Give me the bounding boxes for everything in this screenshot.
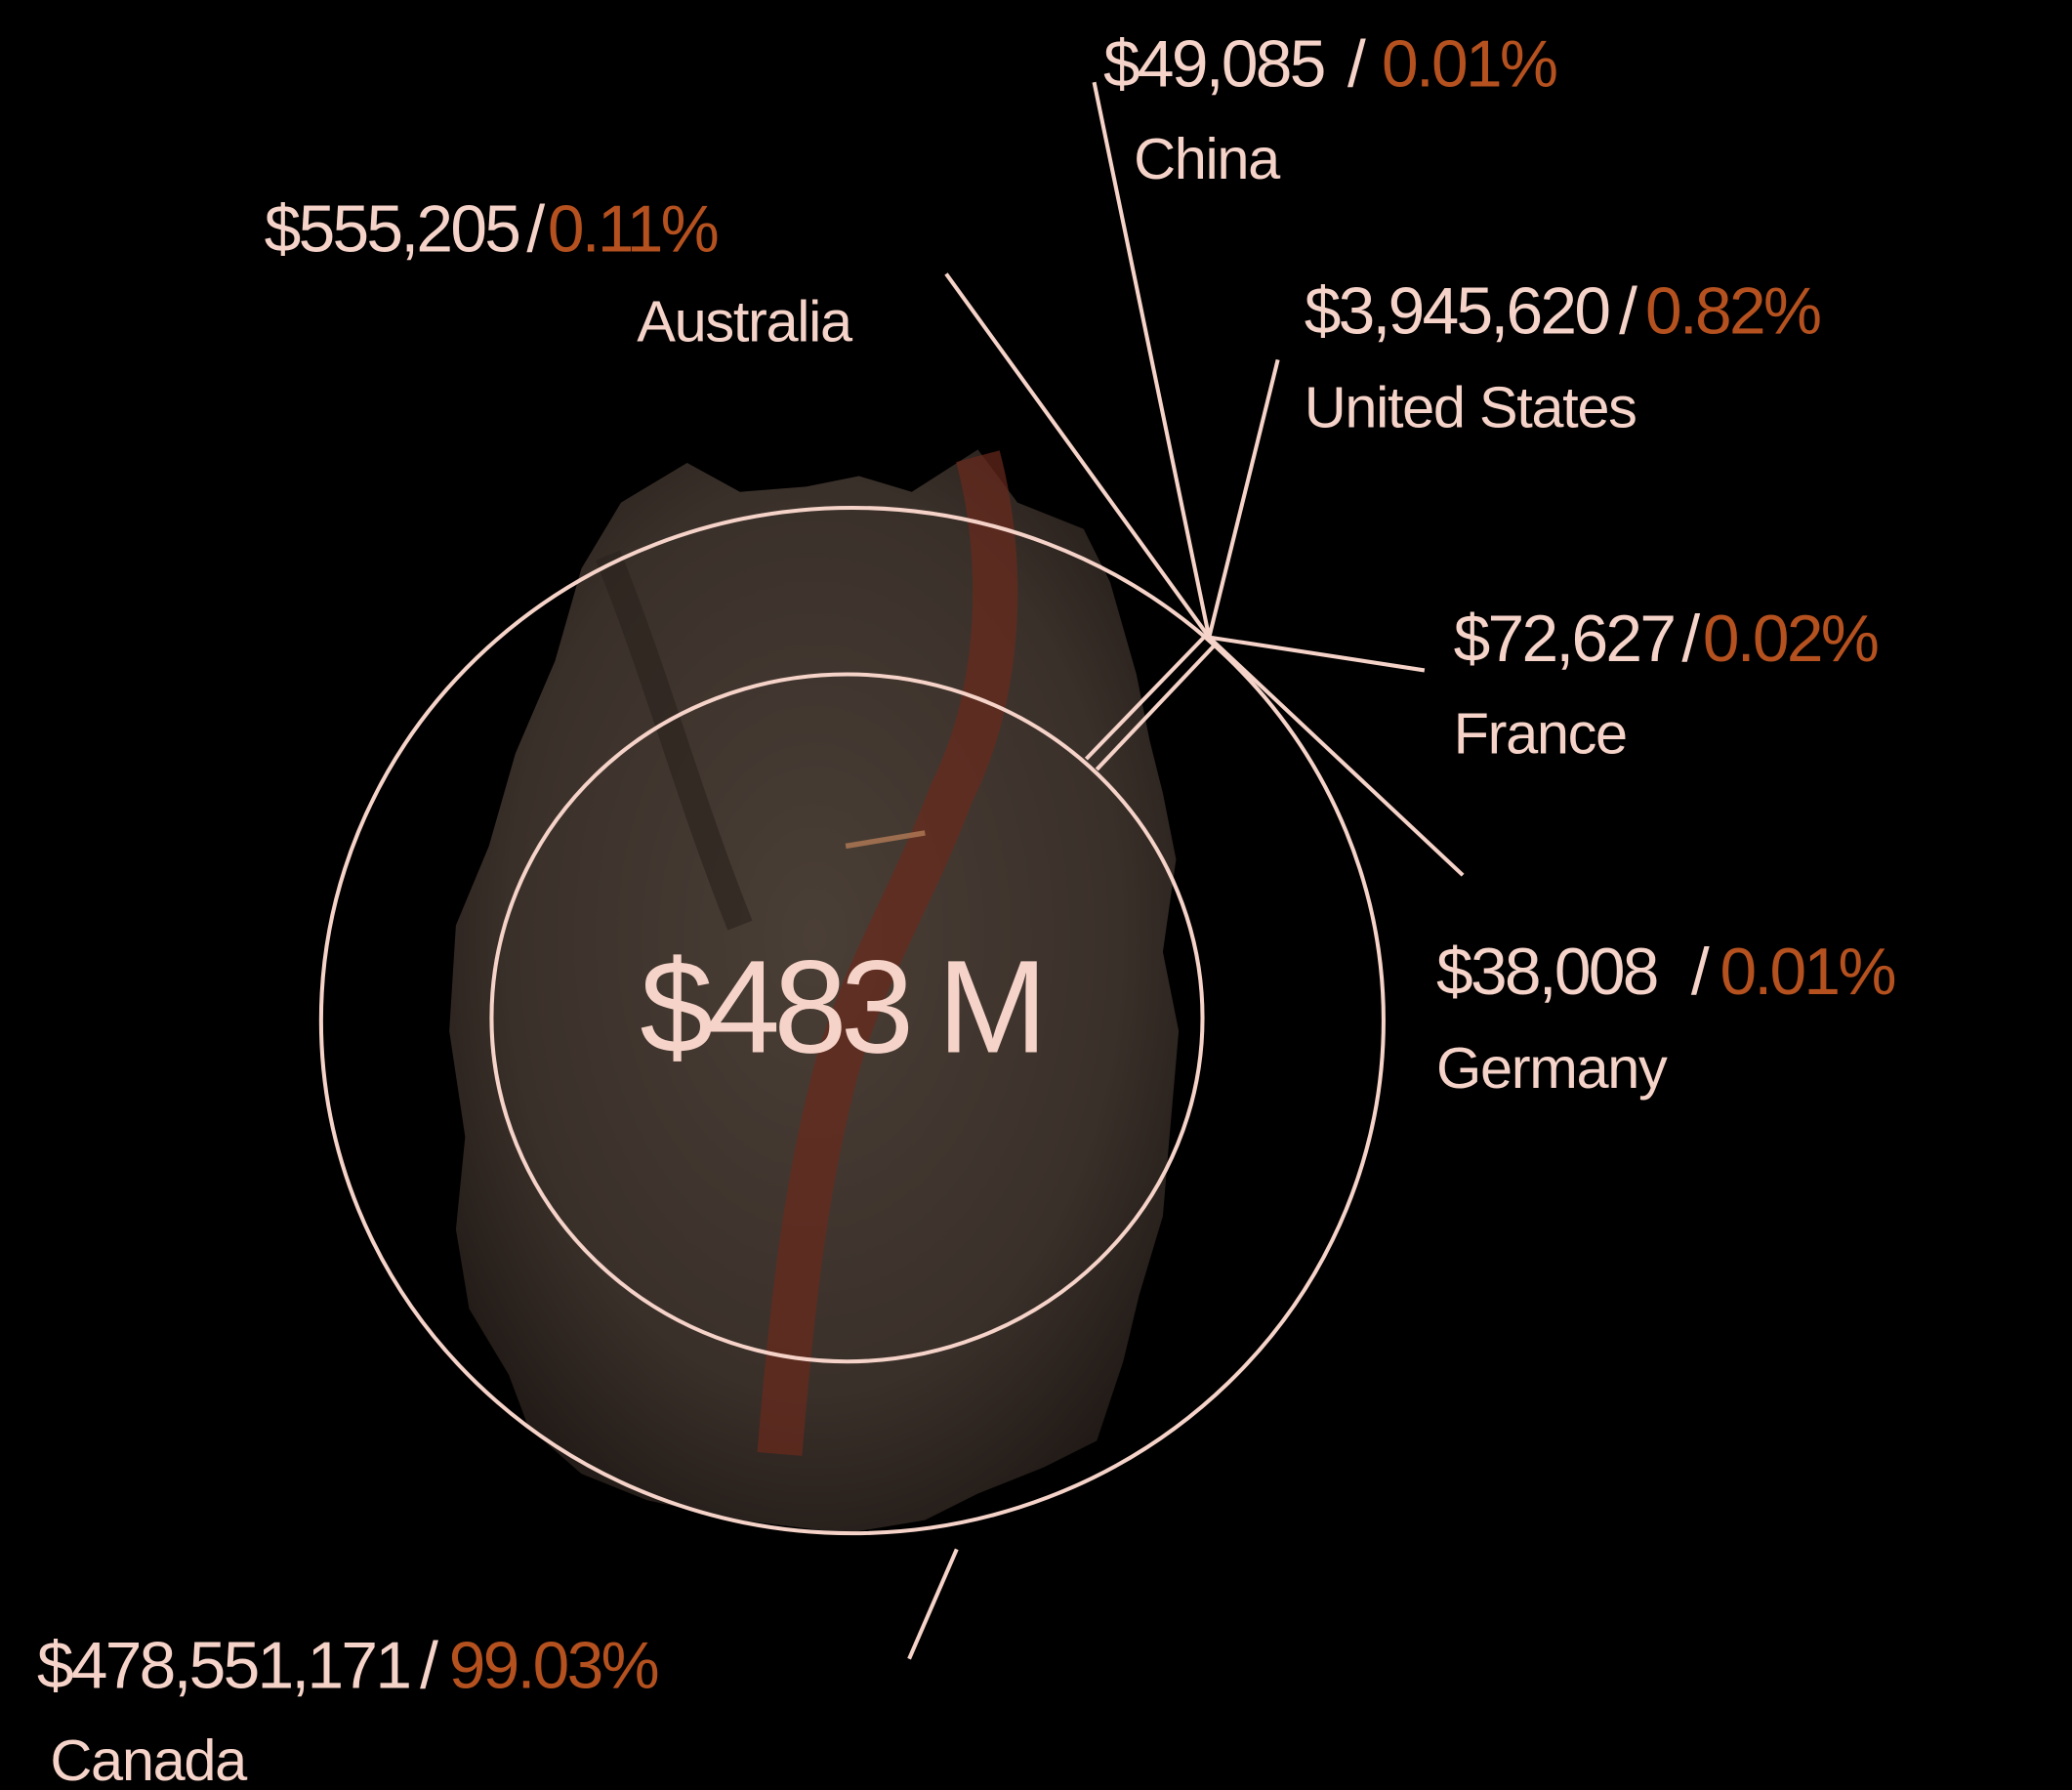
amount: $49,085 xyxy=(1103,27,1324,101)
country: Germany xyxy=(1436,1035,1668,1101)
total: $483 M xyxy=(640,933,1041,1081)
share: 99.03% xyxy=(449,1629,658,1702)
country: United States xyxy=(1305,374,1637,439)
amount: $3,945,620 xyxy=(1305,274,1609,348)
value-label: $3,945,620/0.82% xyxy=(1305,274,1820,348)
amount: $555,205 xyxy=(265,192,519,266)
value-label: $555,205/0.11% xyxy=(265,192,718,266)
amount: $72,627 xyxy=(1454,603,1675,676)
amount: $38,008 xyxy=(1436,936,1657,1009)
amount: $478,551,171 xyxy=(37,1629,409,1702)
share: 0.01% xyxy=(1382,27,1556,101)
value-label: $478,551,171/99.03% xyxy=(37,1629,658,1702)
country: Australia xyxy=(637,288,853,354)
country: China xyxy=(1134,126,1281,191)
share: 0.82% xyxy=(1645,274,1820,348)
value-label: $72,627/0.02% xyxy=(1454,603,1878,676)
country: Canada xyxy=(50,1728,248,1790)
share: 0.01% xyxy=(1720,936,1894,1009)
share: 0.11% xyxy=(548,192,718,266)
infographic: $483 M $49,085/0.01% China $555,205/0.11… xyxy=(0,0,2072,1790)
share: 0.02% xyxy=(1703,603,1878,676)
country: France xyxy=(1454,701,1627,767)
